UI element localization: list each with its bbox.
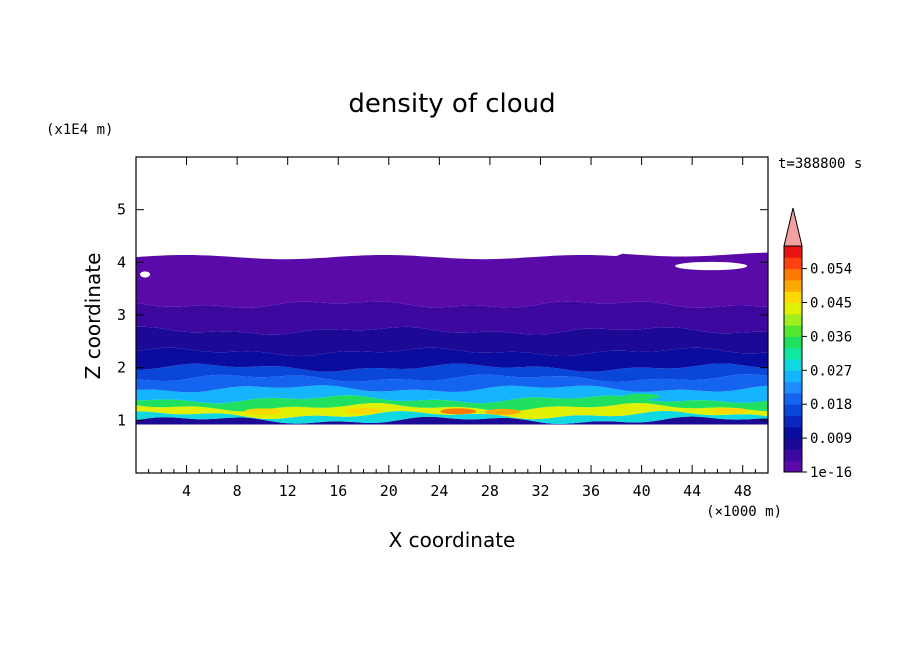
density-band <box>136 395 768 412</box>
colorbar-segment <box>784 404 802 416</box>
colorbar-segment <box>784 336 802 349</box>
x-tick-label: 20 <box>380 482 398 500</box>
colorbar-label: 0.045 <box>810 296 852 312</box>
colorbar-segment <box>784 291 802 303</box>
colorbar-segment <box>784 279 802 292</box>
x-tick-label: 36 <box>582 482 600 500</box>
colorbar-label: 0.009 <box>810 431 852 447</box>
cloud-gap <box>675 261 748 271</box>
colorbar-segment <box>784 438 802 450</box>
density-band <box>136 374 768 393</box>
x-tick-label: 8 <box>233 482 242 500</box>
x-unit-label: (×1000 m) <box>706 504 782 520</box>
colorbar-label: 0.018 <box>810 397 852 413</box>
chart-title: density of cloud <box>348 89 555 119</box>
colorbar-segment <box>784 246 802 258</box>
colorbar-segment <box>784 268 802 281</box>
colorbar-segment <box>784 381 802 394</box>
x-tick-label: 12 <box>279 482 297 500</box>
density-hotspot <box>712 407 749 414</box>
density-hotspot <box>345 407 382 414</box>
density-band <box>136 347 768 372</box>
y-unit-label: (x1E4 m) <box>46 122 113 138</box>
x-tick-label: 28 <box>481 482 499 500</box>
density-hotspot <box>484 408 521 415</box>
x-tick-label: 24 <box>430 482 448 500</box>
x-tick-label: 4 <box>182 482 191 500</box>
x-axis-ticks: 4 8 12 16 20 24 28 32 36 40 44 48 <box>148 157 756 500</box>
colorbar-label: 0.054 <box>810 262 852 278</box>
cloud-gap <box>140 271 151 278</box>
density-band <box>136 301 768 335</box>
colorbar-segment <box>784 449 802 462</box>
density-hotspot <box>623 393 660 400</box>
x-tick-label: 48 <box>734 482 752 500</box>
colorbar: 1e-16 0.009 0.018 0.027 0.036 0.045 0.054 <box>783 207 852 481</box>
x-tick-label: 32 <box>531 482 549 500</box>
colorbar-segment <box>784 460 802 473</box>
x-tick-label: 16 <box>329 482 347 500</box>
colorbar-label: 0.036 <box>810 329 852 345</box>
density-band <box>136 326 768 357</box>
density-band <box>136 385 768 404</box>
density-band <box>136 410 768 424</box>
y-tick-label: 3 <box>117 306 126 324</box>
colorbar-segment <box>784 347 802 360</box>
y-tick-label: 5 <box>117 201 126 219</box>
density-hotspot <box>440 408 477 415</box>
colorbar-label: 1e-16 <box>810 465 852 481</box>
y-tick-label: 4 <box>117 253 126 271</box>
y-axis-ticks: 1 2 3 4 5 <box>117 201 768 429</box>
cloud-density-field <box>136 252 768 425</box>
colorbar-segment <box>784 359 802 371</box>
colorbar-segment <box>784 370 802 383</box>
density-band <box>136 363 768 382</box>
x-axis-label: X coordinate <box>389 528 516 552</box>
colorbar-segment <box>784 392 802 405</box>
x-tick-label: 44 <box>683 482 701 500</box>
colorbar-segment <box>784 415 802 428</box>
density-band <box>136 252 768 308</box>
colorbar-segment <box>784 325 802 337</box>
colorbar-segment <box>784 313 802 326</box>
colorbar-frame <box>783 245 803 473</box>
y-axis-label: Z coordinate <box>81 253 105 380</box>
colorbar-label: 0.027 <box>810 363 852 379</box>
colorbar-segment <box>784 302 802 315</box>
y-tick-label: 2 <box>117 359 126 377</box>
colorbar-segment <box>784 257 802 270</box>
density-band <box>136 416 768 425</box>
colorbar-extend-arrow <box>783 207 803 247</box>
y-tick-label: 1 <box>117 411 126 429</box>
x-tick-label: 40 <box>633 482 651 500</box>
time-label: t=388800 s <box>778 156 862 172</box>
colorbar-segment <box>784 426 802 439</box>
density-hotspot <box>244 408 281 415</box>
